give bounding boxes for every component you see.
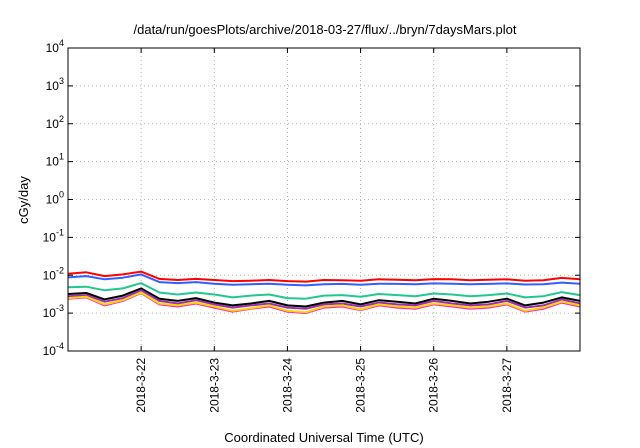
- x-tick-label: 2018-3-26: [427, 358, 441, 413]
- y-tick-label: 104: [46, 38, 64, 55]
- series-line-5: [67, 289, 581, 310]
- y-tick-exponent: -4: [56, 341, 64, 351]
- chart-title: /data/run/goesPlots/archive/2018-03-27/f…: [134, 22, 517, 37]
- series-line-7: [67, 291, 581, 314]
- y-tick-exponent: 2: [59, 114, 64, 124]
- y-tick-base: 10: [46, 193, 60, 207]
- y-tick-label: 10-4: [43, 341, 64, 358]
- y-tick-label: 100: [46, 190, 64, 207]
- x-axis-label: Coordinated Universal Time (UTC): [224, 430, 423, 445]
- y-tick-exponent: 3: [59, 76, 64, 86]
- y-tick-label: 102: [46, 114, 64, 131]
- y-tick-base: 10: [46, 79, 60, 93]
- y-axis-label: cGy/day: [16, 176, 31, 224]
- y-tick-exponent: -2: [56, 265, 64, 275]
- series-line-2: [67, 273, 581, 287]
- y-tick-label: 10-3: [43, 303, 64, 320]
- x-axis: 2018-3-22 2018-3-23 2018-3-24 2018-3-25 2018…: [134, 48, 514, 413]
- y-tick-exponent: 1: [59, 152, 64, 162]
- x-tick-label: 2018-3-23: [207, 358, 221, 413]
- y-tick-exponent: 4: [59, 38, 64, 48]
- y-tick-base: 10: [46, 155, 60, 169]
- x-tick-label: 2018-3-22: [134, 358, 148, 413]
- series-group: [67, 270, 581, 315]
- y-tick-label: 101: [46, 152, 64, 169]
- y-tick-label: 103: [46, 76, 64, 93]
- y-tick-exponent: -3: [56, 303, 64, 313]
- y-tick-label: 10-2: [43, 265, 64, 282]
- y-tick-base: 10: [43, 344, 57, 358]
- y-tick-base: 10: [43, 306, 57, 320]
- y-tick-base: 10: [43, 230, 57, 244]
- x-tick-label: 2018-3-25: [354, 358, 368, 413]
- series-line-1: [67, 270, 581, 283]
- y-tick-label: 10-1: [43, 227, 64, 244]
- x-tick-label: 2018-3-27: [500, 358, 514, 413]
- series-line-4: [67, 287, 581, 308]
- series-line-3: [67, 282, 581, 300]
- y-tick-exponent: -1: [56, 227, 64, 237]
- y-tick-base: 10: [43, 268, 57, 282]
- y-tick-base: 10: [46, 117, 60, 131]
- y-tick-exponent: 0: [59, 190, 64, 200]
- x-tick-label: 2018-3-24: [280, 358, 294, 413]
- y-tick-base: 10: [46, 41, 60, 55]
